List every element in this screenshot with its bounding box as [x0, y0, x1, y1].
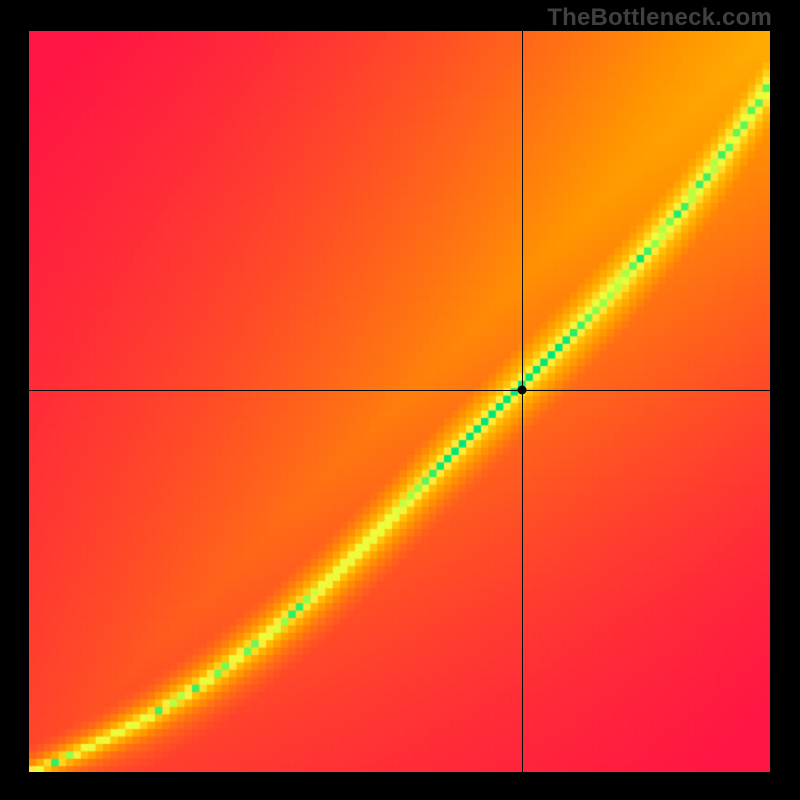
- operating-point-marker: [517, 386, 526, 395]
- chart-frame: [0, 0, 800, 800]
- crosshair-vertical: [522, 31, 523, 772]
- bottleneck-heatmap: [29, 31, 770, 772]
- source-watermark: TheBottleneck.com: [547, 4, 772, 32]
- crosshair-horizontal: [29, 390, 770, 391]
